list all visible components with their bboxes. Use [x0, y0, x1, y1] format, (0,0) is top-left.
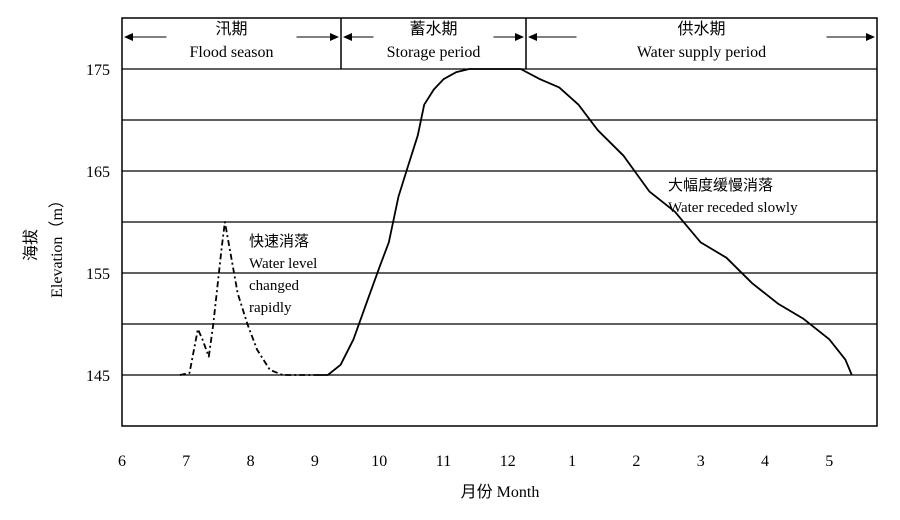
y-axis-label-en: Elevation（m） — [48, 192, 66, 298]
grid-lines — [122, 68, 877, 376]
annotation-text: 大幅度缓慢消落 — [668, 177, 773, 194]
x-tick-label: 9 — [311, 453, 319, 470]
period-arrowhead — [330, 33, 339, 41]
period-label-en: Water supply period — [637, 44, 766, 61]
plot-frame — [121, 17, 878, 427]
y-axis-label-cn: 海拔 — [22, 229, 40, 261]
y-tick-label: 175 — [86, 62, 110, 79]
x-tick-label: 3 — [697, 453, 705, 470]
x-tick-label: 7 — [182, 453, 190, 470]
period-label-en: Flood season — [190, 44, 274, 61]
x-tick-label: 2 — [632, 453, 640, 470]
x-axis-label: 月份 Month — [461, 483, 540, 501]
period-arrowhead — [124, 33, 133, 41]
period-label-cn: 供水期 — [677, 20, 725, 38]
period-arrowhead — [866, 33, 875, 41]
flood-season-line — [179, 221, 315, 376]
annotations: 快速消落 Water level changed rapidly 大幅度缓慢消落 Wate… — [249, 177, 798, 316]
annotation-text: Water level — [249, 256, 317, 272]
period-label-en: Storage period — [387, 44, 481, 61]
x-tick-label: 11 — [436, 453, 451, 470]
period-arrowhead — [528, 33, 537, 41]
period-label-cn: 汛期 — [215, 20, 247, 38]
period-arrowhead — [515, 33, 524, 41]
x-tick-label: 12 — [500, 453, 516, 470]
period-arrowhead — [343, 33, 352, 41]
x-tick-label: 10 — [371, 453, 387, 470]
annotation-text: 快速消落 — [249, 233, 309, 250]
x-tick-label: 6 — [118, 453, 126, 470]
y-tick-label: 145 — [86, 368, 110, 385]
period-header: 汛期 Flood season 蓄水期 Storage period 供水期 Water … — [124, 18, 875, 69]
y-tick-label: 165 — [86, 164, 110, 181]
series-lines — [179, 68, 853, 376]
annotation-text: changed — [249, 278, 299, 294]
x-tick-label: 5 — [825, 453, 833, 470]
x-tick-label: 1 — [568, 453, 576, 470]
y-tick-label: 155 — [86, 266, 110, 283]
annotation-text: Water receded slowly — [668, 200, 798, 216]
storage-supply-line — [314, 68, 853, 376]
period-label-cn: 蓄水期 — [409, 20, 457, 38]
x-tick-label: 8 — [247, 453, 255, 470]
annotation-text: rapidly — [249, 300, 292, 316]
x-tick-label: 4 — [761, 453, 769, 470]
